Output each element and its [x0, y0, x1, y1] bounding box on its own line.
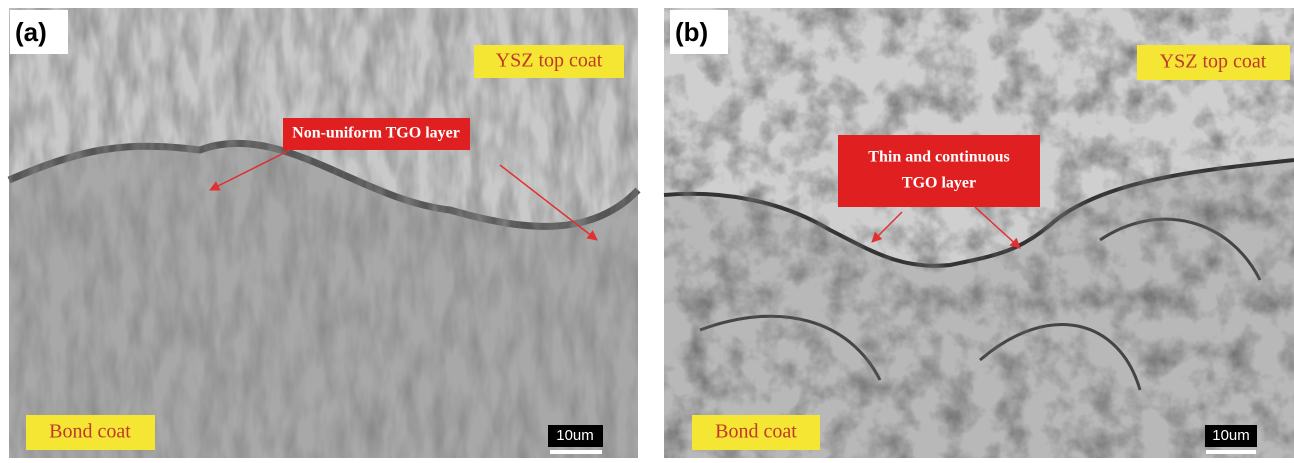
- page: {"panels": [ {"label": "(a)", "top_coat"…: [0, 0, 1294, 463]
- figure: (a) YSZ top coat Non-uniform TGO layer B…: [0, 0, 1294, 463]
- scale-bar-label: 10um: [1212, 427, 1250, 444]
- annotation-box: [838, 135, 1040, 207]
- tgo-label: Non-uniform TGO layer: [292, 125, 460, 142]
- scale-bar: [1206, 450, 1256, 454]
- panel-b: (b) YSZ top coat Thin and continuous TGO…: [664, 8, 1294, 458]
- scale-bar: [550, 450, 602, 454]
- panel-label: (b): [675, 17, 708, 47]
- tgo-label: Thin and continuous: [868, 149, 1009, 166]
- bond-coat-label: Bond coat: [49, 421, 131, 443]
- top-coat-label: YSZ top coat: [1160, 51, 1267, 73]
- top-coat-label: YSZ top coat: [496, 50, 603, 72]
- panel-label: (a): [15, 17, 47, 47]
- scale-bar-label: 10um: [556, 427, 594, 444]
- tgo-label: TGO layer: [902, 175, 976, 192]
- panel-a: (a) YSZ top coat Non-uniform TGO layer B…: [9, 8, 638, 458]
- bond-coat-label: Bond coat: [715, 421, 797, 443]
